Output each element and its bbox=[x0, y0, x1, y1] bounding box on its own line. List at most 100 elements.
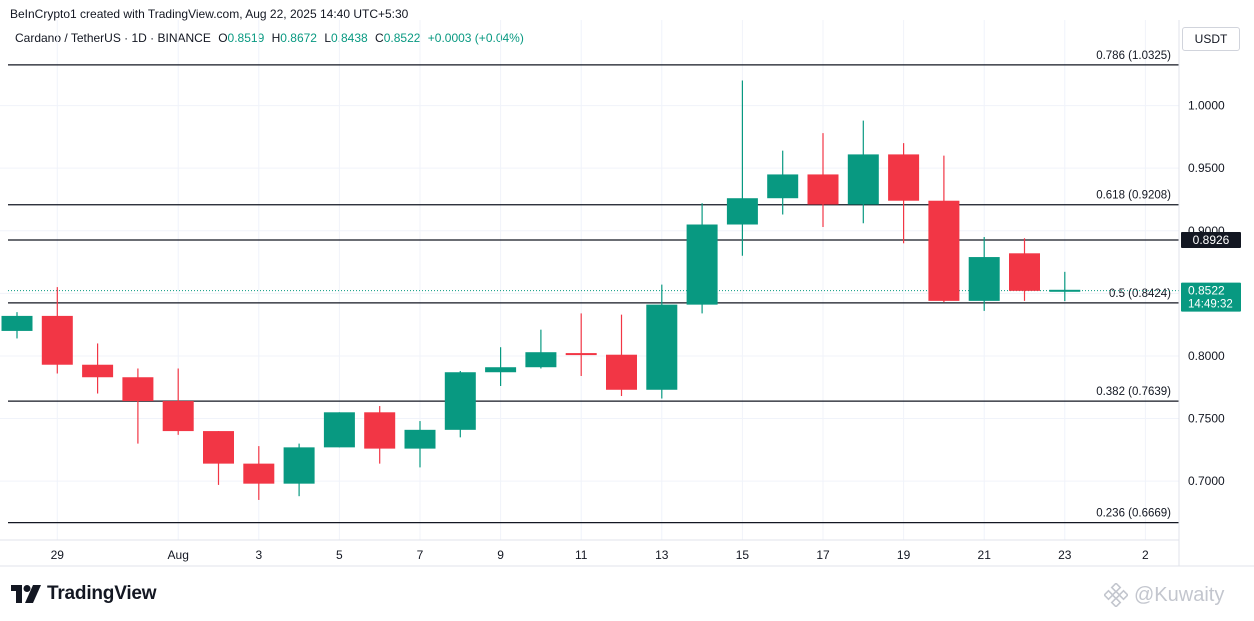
candle-body bbox=[646, 304, 678, 390]
x-tick-label: 17 bbox=[816, 548, 830, 562]
candle bbox=[646, 284, 678, 399]
close-value: 0.8522 bbox=[383, 31, 421, 45]
candle bbox=[243, 446, 275, 500]
candle-body bbox=[525, 352, 557, 368]
fib-levels: 0.786 (1.0325) 0.618 (0.9208) 0.5 (0.8424)… bbox=[8, 50, 1179, 524]
x-tick-label: 29 bbox=[51, 548, 65, 562]
candle bbox=[847, 120, 879, 224]
candle bbox=[726, 80, 758, 256]
x-tick-label: 2 bbox=[1142, 548, 1149, 562]
candle-body bbox=[928, 200, 960, 301]
symbol-title[interactable]: Cardano / TetherUS · 1D · BINANCE bbox=[15, 31, 211, 45]
chart-attribution: BeInCrypto1 created with TradingView.com… bbox=[10, 7, 409, 21]
low-label: L bbox=[324, 31, 331, 45]
candle-body bbox=[1049, 289, 1081, 292]
candle-body bbox=[1009, 253, 1040, 291]
candle-body bbox=[968, 257, 1000, 301]
candle bbox=[82, 343, 114, 394]
candle-body bbox=[41, 315, 73, 365]
candle bbox=[525, 329, 557, 369]
candle bbox=[565, 313, 597, 376]
fib-level-label: 0.382 (0.7639) bbox=[1096, 386, 1171, 398]
candle bbox=[444, 370, 476, 438]
candle-body bbox=[283, 447, 315, 484]
candle bbox=[404, 421, 436, 468]
last-price-tag bbox=[1181, 282, 1241, 312]
fib-level-label: 0.786 (1.0325) bbox=[1096, 50, 1171, 62]
x-tick-label: 11 bbox=[575, 548, 588, 562]
candle bbox=[928, 155, 960, 303]
candle-body bbox=[243, 463, 275, 484]
candle-body bbox=[726, 198, 758, 225]
candle bbox=[41, 287, 73, 374]
candle bbox=[203, 431, 234, 485]
currency-button[interactable]: USDT bbox=[1182, 27, 1240, 51]
candle-countdown-label: 14:49:32 bbox=[1188, 299, 1233, 311]
candle-body bbox=[444, 372, 476, 430]
y-tick-label: 0.9500 bbox=[1188, 161, 1225, 175]
candle-body bbox=[565, 353, 597, 356]
watermark-text: @Kuwaity bbox=[1134, 583, 1225, 606]
high-value: 0.8672 bbox=[280, 31, 317, 45]
y-tick-label: 0.8000 bbox=[1188, 349, 1225, 363]
axes: 0.70000.75000.80000.85000.90000.95001.00… bbox=[0, 20, 1254, 567]
candle-body bbox=[606, 354, 637, 390]
candle bbox=[767, 150, 799, 215]
candle-body bbox=[364, 412, 396, 449]
binance-square-icon bbox=[1104, 583, 1128, 607]
author-watermark: @Kuwaity bbox=[1104, 583, 1224, 607]
candle bbox=[1049, 271, 1081, 302]
candle-body bbox=[888, 154, 920, 201]
candles bbox=[1, 80, 1081, 500]
candle-body bbox=[686, 224, 718, 305]
x-tick-label: 5 bbox=[336, 548, 343, 562]
candle bbox=[122, 368, 154, 444]
horizontal-line-price-tag bbox=[1181, 232, 1241, 249]
x-tick-label: Aug bbox=[168, 548, 189, 562]
candle-body bbox=[323, 412, 355, 448]
x-tick-label: 21 bbox=[978, 548, 992, 562]
open-label: O bbox=[218, 31, 228, 45]
candle bbox=[485, 347, 517, 387]
candle bbox=[364, 406, 396, 464]
tradingview-logo-text: TradingView bbox=[47, 583, 157, 604]
symbol-info-bar: Cardano / TetherUS · 1D · BINANCE O0.851… bbox=[15, 31, 524, 45]
horizontal-line-price-label: 0.8926 bbox=[1193, 233, 1230, 247]
candle bbox=[162, 368, 194, 435]
last-price-label: 0.8522 bbox=[1188, 284, 1225, 298]
tradingview-logo-icon bbox=[11, 585, 41, 603]
change-value: +0.0003 (+0.04%) bbox=[427, 31, 524, 45]
candle-body bbox=[767, 174, 799, 199]
candle bbox=[807, 133, 839, 228]
tradingview-logo[interactable]: TradingView bbox=[11, 583, 157, 605]
low-value: 0.8438 bbox=[331, 31, 368, 45]
high-label: H bbox=[271, 31, 281, 45]
candle-body bbox=[122, 377, 154, 402]
candle-body bbox=[847, 154, 879, 205]
fib-level-label: 0.5 (0.8424) bbox=[1109, 288, 1171, 300]
open-value: 0.8519 bbox=[227, 31, 265, 45]
candle-body bbox=[404, 429, 436, 449]
candle bbox=[1009, 238, 1040, 301]
candle bbox=[323, 412, 355, 448]
x-tick-label: 3 bbox=[255, 548, 262, 562]
candle-body bbox=[162, 401, 194, 432]
fib-level-label: 0.618 (0.9208) bbox=[1096, 190, 1171, 202]
candle-body bbox=[82, 364, 114, 378]
candle bbox=[686, 203, 718, 314]
x-tick-label: 13 bbox=[655, 548, 669, 562]
y-tick-label: 0.7500 bbox=[1188, 412, 1225, 426]
grid-layer bbox=[0, 20, 1179, 540]
y-tick-label: 0.7000 bbox=[1188, 474, 1225, 488]
fib-level-label: 0.236 (0.6669) bbox=[1096, 508, 1171, 520]
close-label: C bbox=[375, 31, 384, 45]
candle bbox=[888, 143, 920, 244]
candle-body bbox=[485, 367, 517, 373]
x-tick-label: 23 bbox=[1058, 548, 1072, 562]
candle bbox=[1, 312, 33, 339]
x-tick-label: 19 bbox=[897, 548, 911, 562]
candle-body bbox=[1, 315, 33, 331]
x-tick-label: 9 bbox=[497, 548, 504, 562]
candle bbox=[283, 443, 315, 497]
